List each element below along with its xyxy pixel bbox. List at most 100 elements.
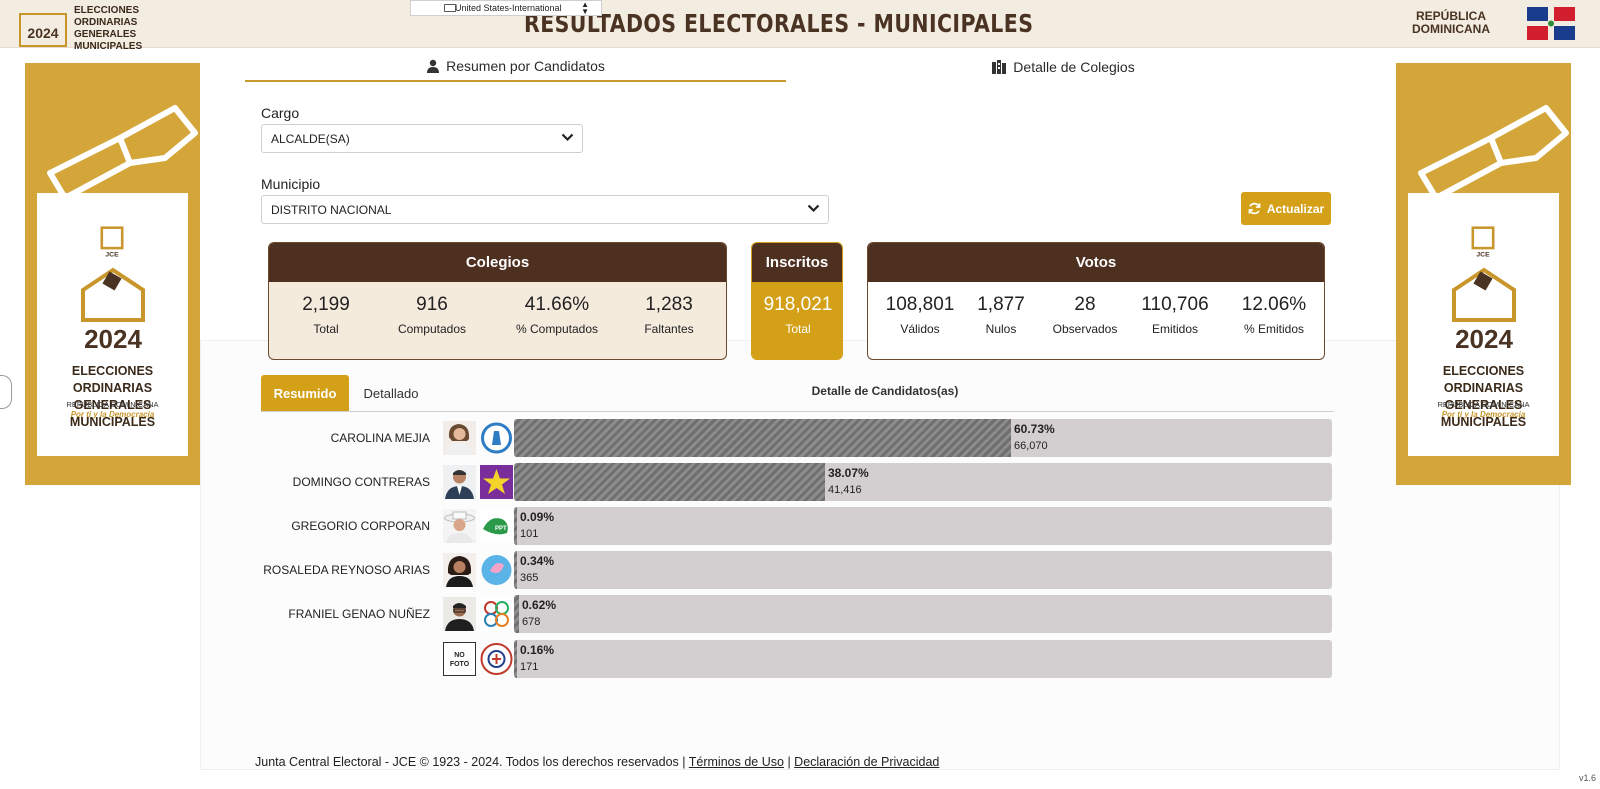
- refresh-button-label: Actualizar: [1266, 201, 1325, 216]
- vote-percent-label: 0.62%: [522, 598, 557, 612]
- stat-label: Observados: [1052, 322, 1118, 336]
- candidate-row: FRANIEL GENAO NUÑEZ 0.62% 678: [230, 595, 1335, 633]
- candidate-row: ROSALEDA REYNOSO ARIAS 0.34% 365: [230, 551, 1335, 589]
- refresh-icon: [1248, 202, 1261, 215]
- svg-text:JCE: JCE: [105, 252, 119, 259]
- party-star-logo-icon: [480, 465, 513, 499]
- banner-title: ELECCIONES ORDINARIAS GENERALES MUNICIPA…: [1408, 363, 1559, 431]
- colegios-card: Colegios 2,199 Total 916 Computados 41.6…: [268, 242, 727, 360]
- party-logo-icon: PPT: [480, 509, 513, 543]
- tab-detallado[interactable]: Detallado: [363, 385, 419, 401]
- vote-share-bar-fill: [514, 551, 517, 589]
- stat-label: % Emitidos: [1243, 322, 1305, 336]
- ballot-2024-icon: 2024: [1452, 267, 1516, 354]
- stat-label: Faltantes: [644, 322, 694, 336]
- vote-share-bar-fill: [514, 419, 1011, 457]
- spin-arrows-icon[interactable]: ▲ ▼: [581, 0, 589, 16]
- footer-separator: |: [787, 755, 791, 769]
- dominican-flag-icon: [1527, 7, 1575, 40]
- candidate-name: CAROLINA MEJIA: [330, 431, 430, 445]
- party-logo-icon: [480, 643, 513, 675]
- stat-label: % Computados: [515, 322, 599, 336]
- tab-resumido[interactable]: Resumido: [261, 375, 349, 411]
- stat-value: 1,283: [645, 294, 693, 315]
- municipio-select[interactable]: DISTRITO NACIONAL: [261, 195, 829, 224]
- stat-value: 12.06%: [1241, 294, 1307, 315]
- candidate-photo-avatar: [443, 421, 476, 455]
- vote-share-bar-fill: [514, 463, 825, 501]
- vote-share-bar: 0.16% 171: [514, 640, 1332, 678]
- vote-count-label: 41,416: [828, 484, 862, 496]
- svg-text:PPT: PPT: [495, 526, 507, 532]
- candidates-detail-title: Detalle de Candidatos(as): [811, 384, 959, 398]
- stat-inscritos-total: 918,021 Total: [752, 294, 842, 336]
- terms-link[interactable]: Términos de Uso: [688, 755, 784, 769]
- party-logo-icon: [480, 597, 513, 631]
- tab-resumen-candidatos[interactable]: Resumen por Candidatos: [245, 52, 786, 82]
- stat-votos-pct-emitidos: 12.06% % Emitidos: [1234, 294, 1314, 336]
- stat-value: 1,877: [977, 294, 1025, 315]
- stat-label: Válidos: [900, 322, 940, 336]
- country-label: REPÚBLICA DOMINICANA: [1412, 10, 1490, 36]
- stat-label: Emitidos: [1151, 322, 1198, 336]
- svg-text:NO: NO: [454, 652, 465, 659]
- svg-text:JCE: JCE: [1476, 252, 1490, 259]
- votos-card-title: Votos: [868, 243, 1324, 282]
- banner-title-line1: ELECCIONES ORDINARIAS: [71, 364, 154, 395]
- stat-label: Total: [785, 322, 811, 336]
- vote-percent-label: 0.16%: [520, 643, 555, 657]
- stat-value: 918,021: [763, 294, 833, 315]
- version-label: v1.6: [1578, 773, 1596, 783]
- building-icon: [992, 60, 1007, 74]
- svg-text:2024: 2024: [1455, 324, 1513, 354]
- candidate-row: CAROLINA MEJIA 60.73% 66,070: [230, 419, 1335, 457]
- svg-text:2024: 2024: [84, 324, 142, 354]
- stat-label: Total: [313, 322, 339, 336]
- vote-percent-label: 0.34%: [520, 554, 555, 568]
- keyboard-layout-indicator[interactable]: United States-International ▲ ▼: [410, 0, 602, 16]
- privacy-link[interactable]: Declaración de Privacidad: [794, 755, 940, 769]
- top-header: 2024 ELECCIONES ORDINARIAS GENERALES MUN…: [0, 0, 1600, 52]
- refresh-button[interactable]: Actualizar: [1241, 192, 1331, 225]
- stat-votos-nulos: 1,877 Nulos: [971, 294, 1031, 336]
- jce-mark-icon: JCE: [1471, 226, 1495, 259]
- svg-text:2024: 2024: [27, 25, 58, 41]
- vote-share-bar: 0.62% 678: [514, 595, 1332, 633]
- jce-logo[interactable]: 2024 ELECCIONES ORDINARIAS GENERALES MUN…: [18, 5, 184, 53]
- vote-percent-label: 60.73%: [1014, 422, 1055, 436]
- chevron-down-icon: [561, 133, 574, 142]
- svg-text:FOTO: FOTO: [450, 661, 470, 668]
- inscritos-card: Inscritos 918,021 Total: [751, 242, 843, 360]
- banner-title: ELECCIONES ORDINARIAS GENERALES MUNICIPA…: [37, 363, 188, 431]
- vote-share-bar: 0.34% 365: [514, 551, 1332, 589]
- municipio-label: Municipio: [261, 176, 321, 192]
- side-handle[interactable]: [0, 375, 12, 409]
- vote-share-bar-fill: [514, 595, 519, 633]
- main-tabs: Resumen por Candidatos Detalle de Colegi…: [245, 52, 1340, 82]
- country-line2: DOMINICANA: [1412, 22, 1490, 36]
- tab-detalle-colegios[interactable]: Detalle de Colegios: [786, 52, 1340, 82]
- divider: [261, 411, 1334, 412]
- stat-value: 28: [1074, 294, 1096, 315]
- banner-title-line1: ELECCIONES ORDINARIAS: [1442, 364, 1525, 395]
- candidate-row: NO FOTO 0.16% 171: [230, 640, 1335, 678]
- vote-percent-label: 38.07%: [828, 466, 869, 480]
- logo-text-line1: ELECCIONES ORDINARIAS: [74, 5, 140, 28]
- candidate-photo-avatar: [443, 553, 476, 587]
- cargo-select[interactable]: ALCALDE(SA): [261, 124, 583, 153]
- ballot-box-logo-icon: 2024: [19, 13, 67, 47]
- ballot-2024-icon: 2024: [81, 267, 145, 354]
- candidate-name: DOMINGO CONTRERAS: [292, 475, 430, 489]
- stat-value: 110,706: [1141, 294, 1209, 315]
- stat-votos-validos: 108,801 Válidos: [880, 294, 960, 336]
- cargo-select-value: ALCALDE(SA): [271, 131, 350, 146]
- candidate-photo-avatar: [443, 465, 476, 499]
- vote-count-label: 171: [520, 661, 539, 673]
- stat-colegios-pct-computados: 41.66% % Computados: [502, 294, 612, 336]
- stat-colegios-total: 2,199 Total: [291, 294, 361, 336]
- keyboard-icon: [444, 4, 456, 12]
- banner-slogan: Por ti y la Democracia: [70, 410, 155, 419]
- vote-percent-label: 0.09%: [520, 510, 555, 524]
- tab-label: Detalle de Colegios: [1013, 59, 1135, 75]
- stat-value: 916: [416, 294, 448, 315]
